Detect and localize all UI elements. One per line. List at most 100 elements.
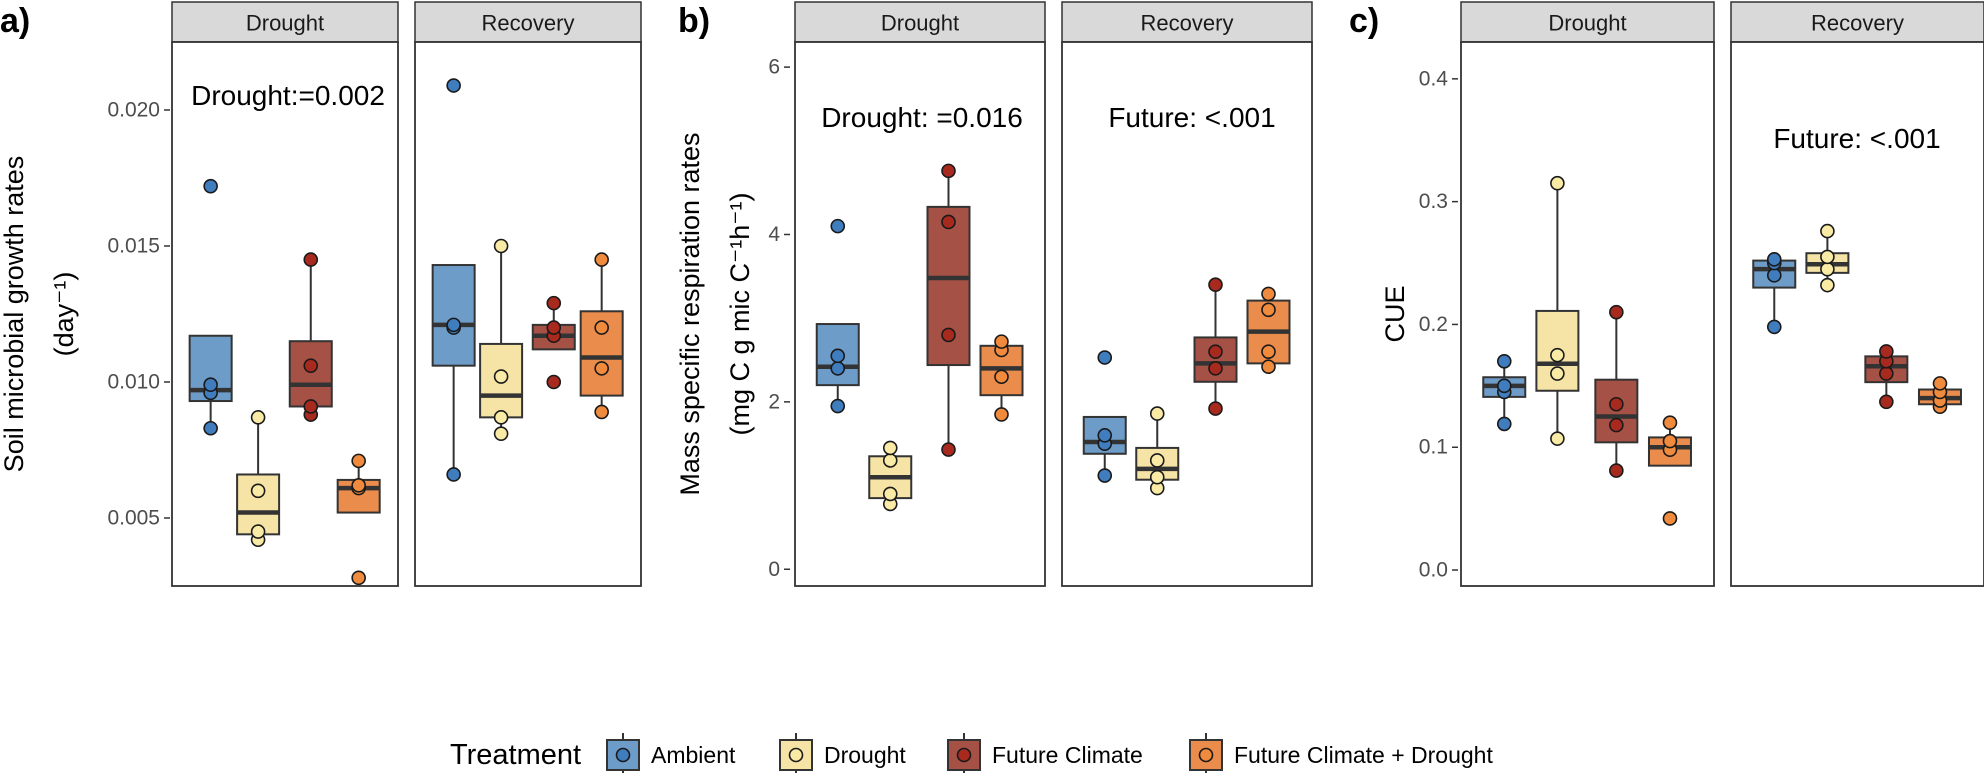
box-future-climate-drought xyxy=(579,252,624,420)
data-point xyxy=(1097,428,1113,443)
y-axis-unit: (mg C g mic C⁻¹h⁻¹) xyxy=(725,193,755,436)
data-point xyxy=(1550,347,1565,363)
data-point xyxy=(1208,361,1223,376)
data-point xyxy=(1550,431,1565,446)
y-tick-label: 0.2 xyxy=(1419,313,1448,336)
data-point xyxy=(941,214,956,230)
data-point xyxy=(250,524,266,539)
data-point xyxy=(493,238,509,254)
significance-annotation: Drought: =0.016 xyxy=(821,102,1023,133)
facet-strip-label: Recovery xyxy=(1811,11,1904,36)
facet-strip xyxy=(1730,1,1984,43)
data-point xyxy=(1496,416,1512,432)
box-drought xyxy=(479,238,524,441)
box-drought xyxy=(1535,175,1580,446)
data-point xyxy=(1662,415,1678,430)
data-point xyxy=(1208,344,1223,359)
data-point xyxy=(994,369,1009,385)
data-point xyxy=(351,478,366,493)
data-point xyxy=(351,570,366,586)
panel-label: a) xyxy=(0,2,30,40)
box-future-climate-drought xyxy=(1647,415,1692,526)
data-point xyxy=(303,358,319,373)
data-point xyxy=(1609,304,1624,320)
y-tick-label: 6 xyxy=(768,56,780,79)
data-point xyxy=(1149,453,1165,468)
panel-label: b) xyxy=(678,2,710,40)
legend-title: Treatment xyxy=(450,739,581,771)
data-point xyxy=(882,486,898,502)
box-drought xyxy=(1135,406,1180,496)
box-drought xyxy=(868,440,913,512)
box-drought xyxy=(1805,223,1850,293)
data-point xyxy=(1550,175,1565,191)
legend-item-future-climate: Future Climate xyxy=(947,733,1143,773)
data-point xyxy=(830,348,846,364)
data-point xyxy=(594,361,609,376)
data-point xyxy=(1879,344,1894,359)
box-future-climate xyxy=(1594,304,1639,478)
box-future-climate xyxy=(288,252,333,422)
legend-key-point xyxy=(615,747,631,763)
data-point xyxy=(941,163,956,179)
panel-frame xyxy=(1730,41,1984,587)
data-point xyxy=(351,453,366,469)
data-point xyxy=(1149,406,1165,421)
significance-annotation: Drought:=0.002 xyxy=(191,80,385,111)
data-point xyxy=(546,295,562,311)
facet-recovery: Recovery xyxy=(414,1,642,587)
panel-b: b) Mass specific respiration rates (mg C g… xyxy=(675,1,1313,587)
box-future-climate-drought xyxy=(979,334,1024,422)
data-point xyxy=(1208,401,1223,416)
box-future-climate-drought xyxy=(1917,376,1962,415)
box-future-climate xyxy=(531,295,576,390)
data-point xyxy=(1932,376,1948,391)
data-point xyxy=(1766,252,1782,267)
facet-strip xyxy=(414,1,642,43)
data-point xyxy=(594,320,609,335)
data-point xyxy=(594,252,609,267)
y-axis-unit: (day⁻¹) xyxy=(49,272,79,357)
data-point xyxy=(1609,417,1624,433)
data-point xyxy=(1820,261,1835,277)
chart-panels: a)Soil microbial growth rates (day⁻¹)0.00… xyxy=(0,1,1984,587)
facet-recovery: Recovery Future: <.001 xyxy=(1061,1,1313,587)
data-point xyxy=(1662,433,1678,449)
data-point xyxy=(546,320,562,335)
facet-drought: Drought Drought: =0.016 xyxy=(794,1,1046,587)
data-point xyxy=(1550,366,1565,381)
data-point xyxy=(203,420,218,436)
data-point xyxy=(303,399,319,414)
legend-key-point xyxy=(788,747,804,763)
data-point xyxy=(994,334,1009,349)
facet-strip-label: Drought xyxy=(1548,11,1626,36)
data-point xyxy=(203,377,218,393)
box-ambient xyxy=(815,218,860,414)
significance-annotation: Future: <.001 xyxy=(1108,102,1275,133)
data-point xyxy=(446,467,461,482)
data-point xyxy=(941,442,956,457)
y-tick-label: 0.020 xyxy=(107,99,160,122)
y-tick-label: 0.015 xyxy=(107,235,160,258)
panel-a: a) Soil microbial growth rates (day⁻¹) 0.00… xyxy=(0,1,642,587)
y-tick-label: 0.010 xyxy=(107,371,160,394)
y-tick-label: 0 xyxy=(768,558,780,581)
panel-frame xyxy=(794,41,1046,587)
y-tick-label: 0.0 xyxy=(1419,559,1448,582)
box-ambient xyxy=(1752,252,1797,335)
data-point xyxy=(1261,286,1276,302)
data-point xyxy=(1820,249,1835,265)
box-iqr xyxy=(431,264,476,367)
legend-label: Future Climate xyxy=(992,742,1143,768)
data-point xyxy=(1261,344,1276,359)
y-tick-label: 4 xyxy=(768,223,780,246)
legend-key-point xyxy=(1198,747,1214,763)
box-ambient xyxy=(431,78,476,482)
box-future-climate-drought xyxy=(336,453,381,586)
box-ambient xyxy=(188,178,233,436)
data-point xyxy=(1261,302,1276,318)
data-point xyxy=(250,483,266,499)
data-point xyxy=(1496,378,1512,394)
y-tick-label: 0.3 xyxy=(1419,190,1448,213)
